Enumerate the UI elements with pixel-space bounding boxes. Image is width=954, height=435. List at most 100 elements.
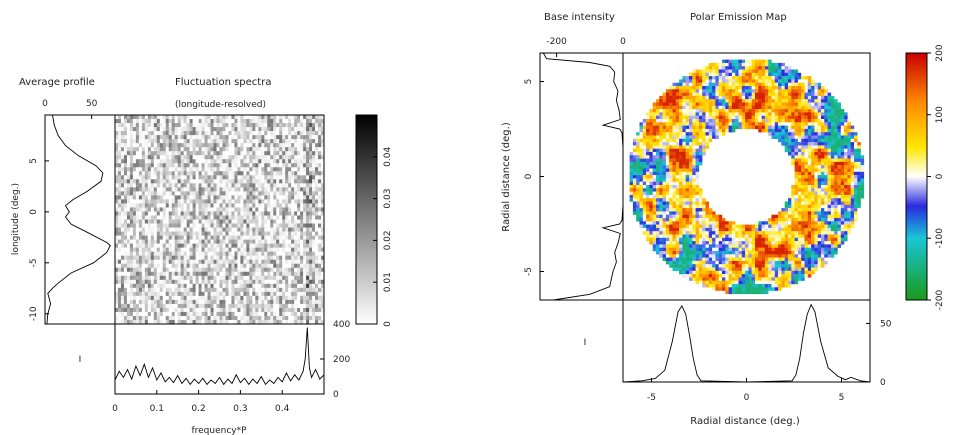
heatmap-cell bbox=[159, 151, 164, 156]
heatmap-cell bbox=[318, 199, 322, 204]
heatmap-cell bbox=[273, 207, 277, 212]
polar-map-cell bbox=[745, 115, 749, 120]
heatmap-cell bbox=[303, 275, 307, 281]
heatmap-cell bbox=[267, 319, 271, 325]
heatmap-cell bbox=[264, 271, 268, 277]
polar-map-cell bbox=[768, 76, 772, 80]
heatmap-cell bbox=[294, 179, 298, 184]
heatmap-cell bbox=[222, 207, 226, 212]
heatmap-cell bbox=[198, 231, 202, 236]
heatmap-cell bbox=[252, 187, 256, 192]
heatmap-cell bbox=[315, 287, 319, 293]
heatmap-cell bbox=[153, 259, 158, 265]
polar-map-cell bbox=[761, 62, 766, 67]
heatmap-cell bbox=[228, 311, 232, 317]
heatmap-cell bbox=[285, 291, 289, 297]
heatmap-cell bbox=[225, 167, 229, 172]
heatmap-cell bbox=[129, 247, 134, 252]
polar-map-cell bbox=[768, 105, 772, 110]
heatmap-cell bbox=[204, 255, 208, 260]
polar-map-cell bbox=[797, 142, 802, 146]
heatmap-cell bbox=[240, 171, 244, 176]
heatmap-cell bbox=[273, 271, 277, 277]
polar-map-cell bbox=[646, 128, 650, 133]
heatmap-cell bbox=[300, 191, 304, 196]
average-profile-y-ticks: -10-505 bbox=[29, 158, 49, 321]
polar-map-cell bbox=[679, 102, 683, 106]
heatmap-cell bbox=[177, 283, 181, 289]
heatmap-cell bbox=[303, 135, 307, 140]
heatmap-cell bbox=[249, 143, 253, 148]
heatmap-cell bbox=[201, 235, 205, 240]
polar-map-cell bbox=[745, 86, 749, 90]
heatmap-cell bbox=[129, 163, 134, 168]
heatmap-cell bbox=[282, 223, 286, 228]
heatmap-cell bbox=[249, 311, 253, 317]
heatmap-cell bbox=[240, 139, 244, 144]
heatmap-cell bbox=[189, 131, 193, 136]
polar-map-cell bbox=[738, 102, 742, 106]
heatmap-cell bbox=[207, 179, 211, 184]
polar-map-cell bbox=[791, 86, 795, 90]
heatmap-cell bbox=[120, 227, 125, 232]
polar-map-cell bbox=[685, 142, 690, 146]
heatmap-cell bbox=[150, 319, 155, 325]
heatmap-cell bbox=[231, 311, 235, 317]
heatmap-cell bbox=[315, 139, 319, 144]
heatmap-cell bbox=[147, 195, 152, 200]
heatmap-cell bbox=[201, 271, 205, 277]
heatmap-cell bbox=[115, 307, 119, 313]
heatmap-cell bbox=[219, 215, 223, 220]
heatmap-cell bbox=[150, 283, 155, 289]
heatmap-cell bbox=[144, 287, 149, 293]
heatmap-cell bbox=[201, 115, 205, 120]
heatmap-cell bbox=[249, 275, 253, 281]
heatmap-cell bbox=[255, 115, 259, 120]
heatmap-cell bbox=[225, 223, 229, 228]
polar-map-cell bbox=[814, 89, 818, 93]
heatmap-cell bbox=[150, 303, 155, 309]
heatmap-cell bbox=[147, 167, 152, 172]
heatmap-cell bbox=[261, 243, 265, 248]
heatmap-cell bbox=[294, 211, 298, 216]
heatmap-cell bbox=[216, 163, 220, 168]
heatmap-cell bbox=[135, 175, 140, 180]
heatmap-cell bbox=[246, 139, 250, 144]
heatmap-cell bbox=[168, 319, 173, 325]
polar-map-cell bbox=[702, 72, 706, 77]
heatmap-cell bbox=[315, 167, 319, 172]
heatmap-cell bbox=[219, 255, 223, 260]
heatmap-cell bbox=[231, 187, 235, 192]
heatmap-cell bbox=[306, 231, 310, 236]
heatmap-cell bbox=[303, 207, 307, 212]
heatmap-cell bbox=[183, 135, 187, 140]
heatmap-cell bbox=[219, 311, 223, 317]
heatmap-cell bbox=[276, 239, 280, 244]
heatmap-cell bbox=[171, 227, 176, 232]
polar-map-cell bbox=[817, 122, 822, 126]
heatmap-cell bbox=[246, 155, 250, 160]
heatmap-cell bbox=[162, 155, 167, 160]
heatmap-cell bbox=[198, 151, 202, 156]
heatmap-cell bbox=[192, 311, 196, 317]
heatmap-cell bbox=[156, 267, 161, 273]
polar-map-cell bbox=[791, 72, 795, 77]
heatmap-cell bbox=[168, 307, 173, 313]
heatmap-cell bbox=[282, 267, 286, 273]
heatmap-cell bbox=[115, 239, 119, 244]
heatmap-cell bbox=[294, 319, 298, 325]
heatmap-cell bbox=[252, 139, 256, 144]
polar-map-cell bbox=[788, 92, 792, 97]
heatmap-cell bbox=[120, 267, 125, 273]
heatmap-cell bbox=[243, 231, 247, 236]
polar-map-cell bbox=[840, 119, 845, 123]
heatmap-cell bbox=[231, 227, 235, 232]
heatmap-cell bbox=[210, 119, 214, 124]
heatmap-cell bbox=[180, 283, 184, 289]
heatmap-cell bbox=[165, 235, 170, 240]
heatmap-cell bbox=[231, 263, 235, 269]
heatmap-cell bbox=[309, 267, 313, 273]
polar-map-cell bbox=[692, 82, 696, 87]
heatmap-cell bbox=[204, 187, 208, 192]
heatmap-cell bbox=[315, 275, 319, 281]
